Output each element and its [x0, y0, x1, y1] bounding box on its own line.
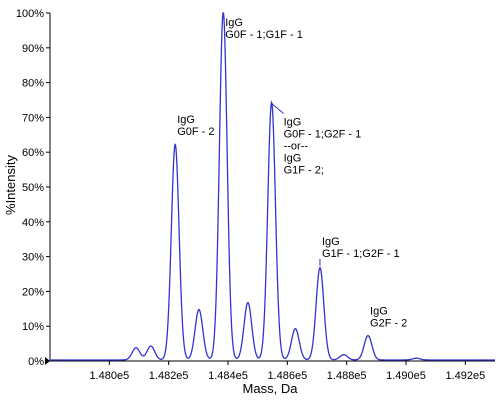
y-tick-label: 100%	[16, 8, 44, 20]
annotation-text: IgG	[177, 114, 195, 126]
y-tick-label: 30%	[22, 252, 44, 264]
axes	[49, 13, 495, 362]
annotation-text: G1F - 1;G2F - 1	[322, 248, 400, 260]
annotation-text: IgG	[370, 306, 388, 318]
y-tick-label: 40%	[22, 217, 44, 229]
x-tick-label: 1.492e5	[445, 370, 485, 382]
y-tick-label: 20%	[22, 286, 44, 298]
annotation-text: G0F - 1;G2F - 1	[284, 128, 362, 140]
y-tick-label: 90%	[22, 43, 44, 55]
baseline-marker	[45, 357, 50, 365]
x-tick-label: 1.482e5	[149, 370, 189, 382]
annotation-text: IgG	[284, 152, 302, 164]
annotation-text: IgG	[284, 116, 302, 128]
annotation-leader	[271, 103, 284, 114]
annotation-text: G0F - 2	[177, 126, 214, 138]
y-tick-label: 70%	[22, 112, 44, 124]
y-tick-label: 0%	[28, 356, 44, 368]
x-tick-label: 1.490e5	[386, 370, 426, 382]
x-tick-label: 1.488e5	[327, 370, 367, 382]
annotation-text: G0F - 1;G1F - 1	[225, 29, 303, 41]
y-axis-ticks: 0% 10% 20% 30% 40% 50% 60% 70% 80% 90% 100%	[16, 8, 50, 368]
x-axis-title: Mass, Da	[243, 381, 299, 396]
annotation-text: IgG	[225, 17, 243, 29]
y-tick-label: 80%	[22, 78, 44, 90]
annotation-text: IgG	[322, 236, 340, 248]
x-tick-label: 1.480e5	[89, 370, 129, 382]
spectrum-line	[50, 12, 495, 361]
annotation-text: --or--	[284, 140, 309, 152]
y-tick-label: 60%	[22, 147, 44, 159]
x-tick-label: 1.486e5	[267, 370, 307, 382]
x-tick-label: 1.484e5	[208, 370, 248, 382]
x-axis-ticks: 1.480e5 1.482e5 1.484e5 1.486e5 1.488e5 1.490…	[89, 361, 485, 382]
plot-area	[45, 12, 495, 365]
annotation-text: G2F - 2	[370, 318, 407, 330]
annotation-text: G1F - 2;	[284, 164, 324, 176]
y-tick-label: 50%	[22, 182, 44, 194]
y-axis-title: %Intensity	[3, 155, 18, 215]
y-tick-label: 10%	[22, 321, 44, 333]
